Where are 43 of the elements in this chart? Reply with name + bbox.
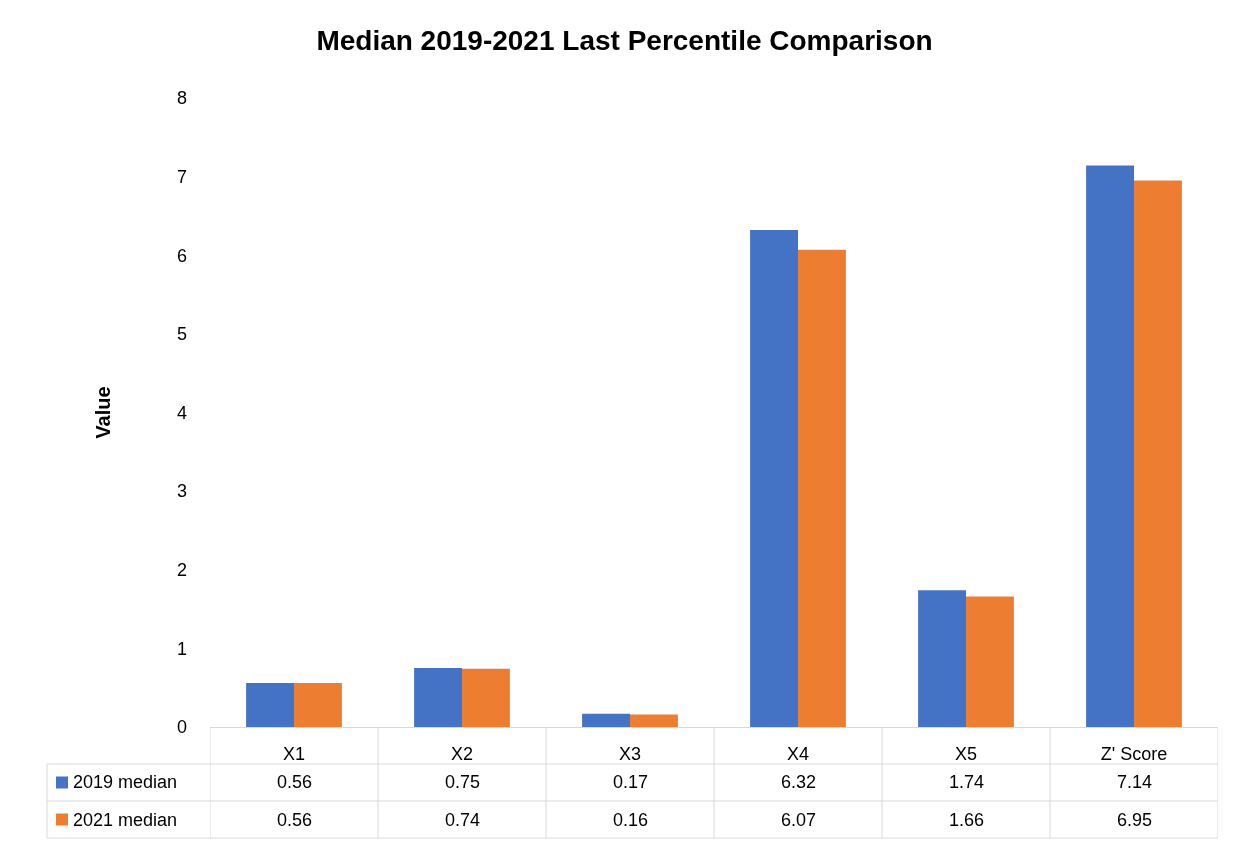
legend-label: 2021 median (73, 810, 178, 830)
bar (582, 713, 630, 727)
bar (966, 596, 1014, 727)
bar (462, 668, 510, 727)
data-label: 0.56 (277, 810, 313, 830)
y-tick-label: 5 (176, 324, 187, 345)
bar (630, 714, 678, 727)
x-tick-label: X3 (618, 743, 642, 764)
data-label: 0.74 (445, 810, 481, 830)
bar (414, 668, 462, 727)
x-tick-label: X1 (282, 743, 306, 764)
bar (246, 682, 294, 727)
data-label: 6.95 (1117, 810, 1153, 830)
bar (750, 230, 798, 727)
x-tick-label: Z' Score (1100, 743, 1168, 764)
bar (918, 590, 966, 727)
y-axis-title: Value (92, 386, 115, 439)
x-tick-label: X2 (450, 743, 474, 764)
legend-label: 2019 median (73, 772, 178, 792)
y-tick-label: 0 (176, 717, 187, 738)
data-label: 7.14 (1117, 772, 1153, 792)
y-tick-label: 4 (176, 402, 187, 423)
y-tick-label: 2 (176, 560, 187, 581)
bar (294, 682, 342, 727)
y-tick-label: 3 (176, 481, 187, 502)
bar (1134, 180, 1182, 727)
data-label: 6.07 (781, 810, 817, 830)
data-label: 0.16 (613, 810, 649, 830)
y-tick-label: 7 (176, 166, 187, 187)
chart-title: Median 2019-2021 Last Percentile Comparison (316, 24, 933, 56)
x-tick-label: X4 (786, 743, 810, 764)
data-label: 0.56 (277, 772, 313, 792)
data-label: 0.17 (613, 772, 649, 792)
bar (798, 249, 846, 727)
data-label: 6.32 (781, 772, 817, 792)
data-label: 1.66 (949, 810, 985, 830)
data-label: 0.75 (445, 772, 481, 792)
y-tick-label: 6 (176, 245, 187, 266)
bar (1086, 165, 1134, 727)
y-tick-label: 1 (176, 638, 187, 659)
data-label: 1.74 (949, 772, 985, 792)
y-tick-label: 8 (176, 88, 187, 109)
x-tick-label: X5 (954, 743, 978, 764)
